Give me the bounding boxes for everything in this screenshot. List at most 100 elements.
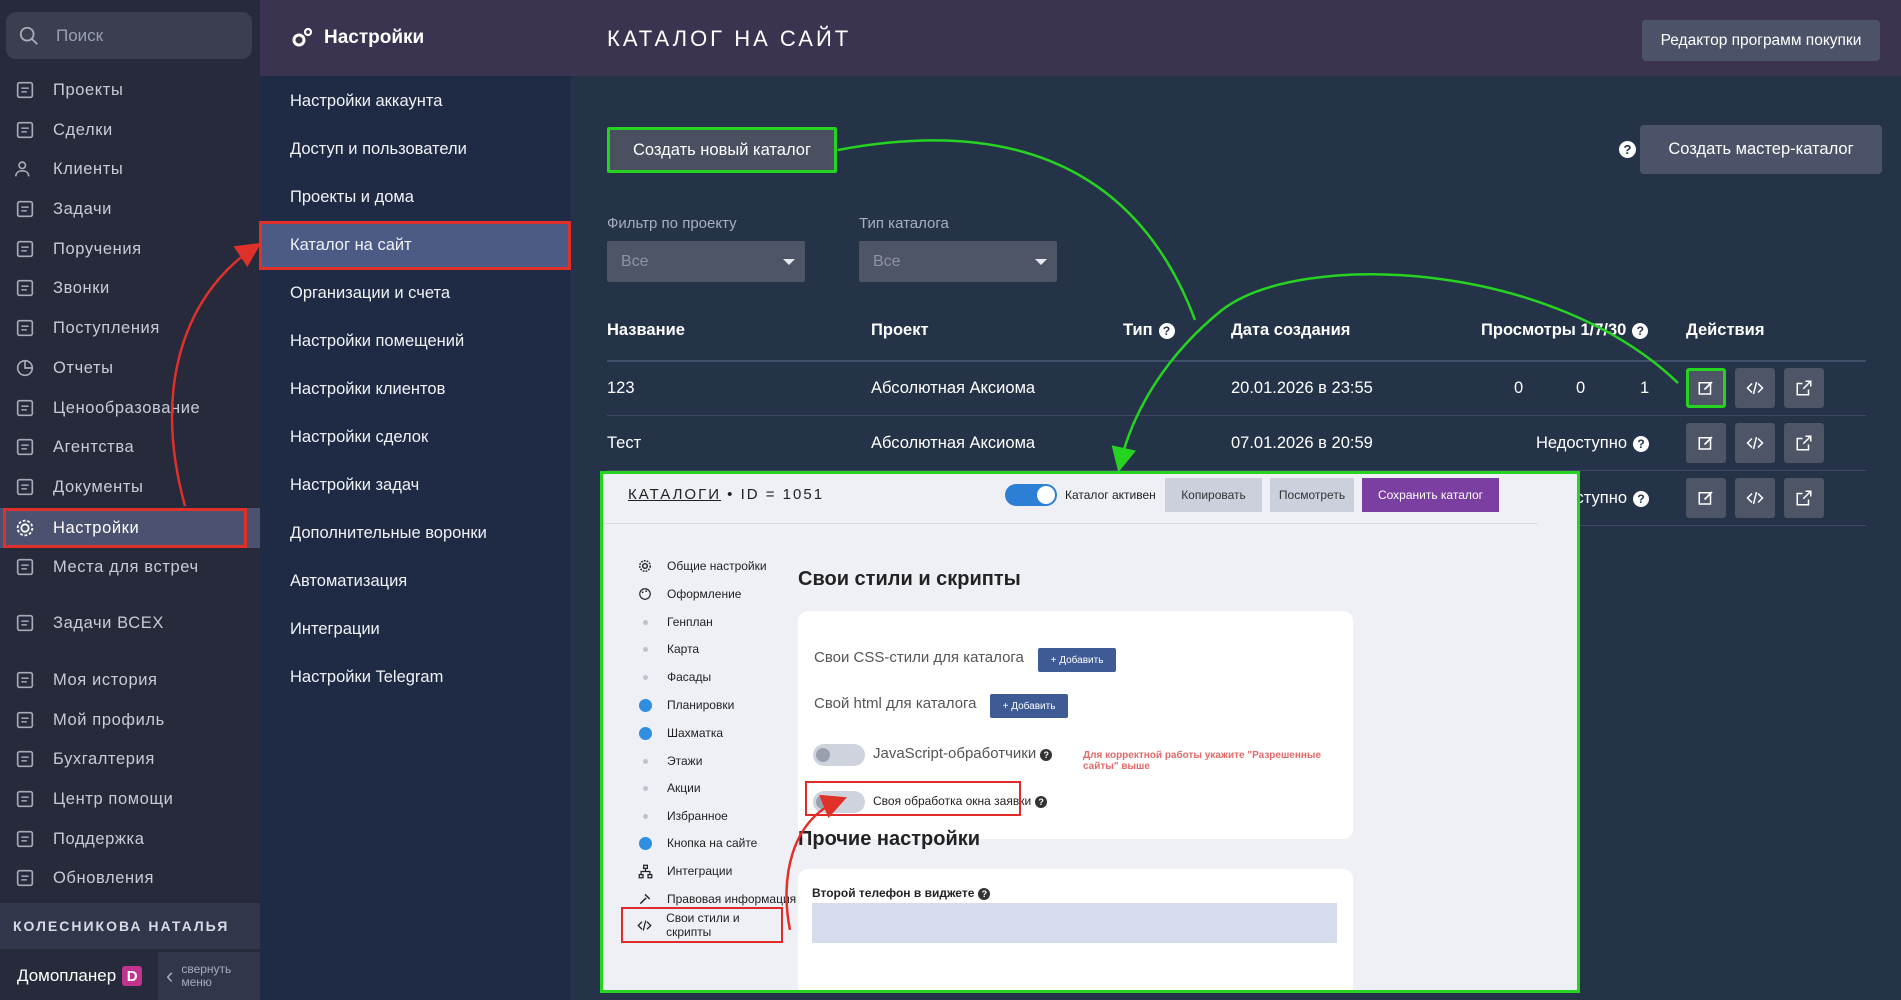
sidebar-item-13[interactable]: Задачи ВСЕХ: [0, 603, 260, 643]
inset-menu-item-7[interactable]: Этажи: [623, 750, 702, 772]
create-master-catalog-button[interactable]: Создать мастер-каталог: [1640, 125, 1882, 174]
help-icon[interactable]: ?: [978, 888, 991, 900]
settings-item-12[interactable]: Настройки Telegram: [260, 654, 571, 700]
sidebar-item-18[interactable]: Поддержка: [0, 819, 260, 859]
sidebar-item-19[interactable]: Обновления: [0, 858, 260, 898]
inset-menu-item-8[interactable]: Акции: [623, 777, 701, 799]
inset-menu-item-5[interactable]: Планировки: [623, 694, 734, 716]
search-input[interactable]: [56, 25, 236, 46]
sidebar-item-7[interactable]: Отчеты: [0, 348, 260, 388]
catalogs-link[interactable]: КАТАЛОГИ: [628, 486, 721, 503]
inset-menu-icon: [637, 780, 653, 796]
project-filter-select[interactable]: Все: [607, 241, 805, 282]
settings-item-9[interactable]: Дополнительные воронки: [260, 510, 571, 556]
edit-catalog-button[interactable]: [1686, 368, 1726, 408]
add-html-button[interactable]: + Добавить: [990, 694, 1068, 718]
inset-menu-item-4[interactable]: Фасады: [623, 666, 711, 688]
catalog-type-select[interactable]: Все: [859, 241, 1057, 282]
sidebar-item-4[interactable]: Поручения: [0, 229, 260, 269]
inset-menu-item-6[interactable]: Шахматка: [623, 722, 723, 744]
sidebar-item-15[interactable]: Мой профиль: [0, 700, 260, 740]
sidebar-item-2[interactable]: Клиенты: [0, 149, 260, 189]
external-link-icon: [1796, 380, 1812, 396]
settings-item-11[interactable]: Интеграции: [260, 606, 571, 652]
open-external-button[interactable]: [1784, 368, 1824, 408]
inset-menu-label: Этажи: [667, 754, 703, 768]
settings-item-8[interactable]: Настройки задач: [260, 462, 571, 508]
save-catalog-button[interactable]: Сохранить каталог: [1362, 478, 1499, 512]
sidebar-item-1[interactable]: Сделки: [0, 110, 260, 150]
help-icon[interactable]: ?: [1633, 435, 1649, 452]
settings-item-label: Настройки сделок: [290, 427, 429, 446]
settings-item-2[interactable]: Проекты и дома: [260, 174, 571, 220]
inset-menu-icon: [637, 753, 653, 769]
col-type-label: Тип: [1123, 321, 1153, 339]
inset-menu-item-13[interactable]: Свои стили и скрипты: [621, 907, 783, 943]
handshake-icon: [12, 117, 38, 143]
sidebar-item-8[interactable]: Ценообразование: [0, 388, 260, 428]
caret-down-icon: [1035, 259, 1047, 265]
inset-menu-icon: [637, 863, 653, 879]
user-name-bar[interactable]: КОЛЕСНИКОВА НАТАЛЬЯ: [0, 903, 260, 949]
sidebar-item-3[interactable]: Задачи: [0, 189, 260, 229]
sidebar-item-14[interactable]: Моя история: [0, 660, 260, 700]
inset-menu-item-10[interactable]: Кнопка на сайте: [623, 832, 757, 854]
embed-code-button[interactable]: [1735, 423, 1775, 463]
inset-menu-label: Фасады: [667, 670, 712, 684]
sidebar-item-0[interactable]: Проекты: [0, 70, 260, 110]
help-icon[interactable]: ?: [1158, 322, 1175, 339]
settings-item-3[interactable]: Каталог на сайт: [260, 222, 571, 268]
main-sidebar: Проекты Сделки Клиенты Задачи Поручения Звонк…: [0, 0, 260, 1000]
inset-menu-label: Кнопка на сайте: [667, 836, 758, 850]
settings-item-0[interactable]: Настройки аккаунта: [260, 78, 571, 124]
settings-item-label: Проекты и дома: [290, 187, 414, 206]
bullet-icon: [642, 674, 648, 680]
purchase-programs-editor-button[interactable]: Редактор программ покупки: [1642, 20, 1880, 61]
embed-code-button[interactable]: [1735, 368, 1775, 408]
inset-menu-item-11[interactable]: Интеграции: [623, 860, 732, 882]
settings-item-label: Настройки Telegram: [290, 667, 444, 686]
help-icon[interactable]: ?: [1035, 796, 1048, 808]
sidebar-item-17[interactable]: Центр помощи: [0, 779, 260, 819]
create-catalog-button[interactable]: Создать новый каталог: [607, 127, 837, 173]
js-handlers-toggle[interactable]: [813, 744, 865, 766]
inset-menu-item-0[interactable]: Общие настройки: [623, 555, 767, 577]
sidebar-item-10[interactable]: Документы: [0, 467, 260, 507]
sidebar-item-12[interactable]: Места для встреч: [0, 547, 260, 587]
edit-catalog-button[interactable]: [1686, 423, 1726, 463]
help-icon[interactable]: ?: [1040, 749, 1053, 761]
search-box[interactable]: [6, 12, 252, 59]
settings-item-10[interactable]: Автоматизация: [260, 558, 571, 604]
embed-code-button[interactable]: [1735, 478, 1775, 518]
catalog-active-toggle[interactable]: [1005, 484, 1057, 506]
sidebar-item-16[interactable]: Бухгалтерия: [0, 739, 260, 779]
open-external-button[interactable]: [1784, 478, 1824, 518]
copy-button[interactable]: Копировать: [1165, 478, 1262, 512]
second-phone-input[interactable]: [812, 903, 1337, 943]
sidebar-item-9[interactable]: Агентства: [0, 427, 260, 467]
inset-menu-item-12[interactable]: Правовая информация: [623, 888, 796, 910]
sidebar-item-11[interactable]: Настройки: [0, 508, 260, 548]
settings-item-4[interactable]: Организации и счета: [260, 270, 571, 316]
settings-item-5[interactable]: Настройки помещений: [260, 318, 571, 364]
help-icon[interactable]: ?: [1619, 141, 1636, 158]
settings-item-7[interactable]: Настройки сделок: [260, 414, 571, 460]
sidebar-item-5[interactable]: Звонки: [0, 268, 260, 308]
collapse-menu-button[interactable]: ‹ свернуть меню: [158, 952, 260, 1000]
catalog-id: • ID = 1051: [721, 486, 825, 503]
sidebar-item-label: Задачи: [53, 199, 112, 218]
help-icon[interactable]: ?: [1633, 490, 1649, 507]
sidebar-item-6[interactable]: Поступления: [0, 308, 260, 348]
open-external-button[interactable]: [1784, 423, 1824, 463]
inset-menu-item-3[interactable]: Карта: [623, 638, 699, 660]
inset-menu-item-9[interactable]: Избранное: [623, 805, 728, 827]
settings-item-6[interactable]: Настройки клиентов: [260, 366, 571, 412]
add-css-button[interactable]: + Добавить: [1038, 648, 1116, 672]
inset-menu-item-2[interactable]: Генплан: [623, 611, 713, 633]
view-button[interactable]: Посмотреть: [1270, 478, 1354, 512]
help-icon[interactable]: ?: [1632, 322, 1649, 339]
wallet-icon: [12, 315, 38, 341]
edit-catalog-button[interactable]: [1686, 478, 1726, 518]
inset-menu-item-1[interactable]: Оформление: [623, 583, 741, 605]
settings-item-1[interactable]: Доступ и пользователи: [260, 126, 571, 172]
